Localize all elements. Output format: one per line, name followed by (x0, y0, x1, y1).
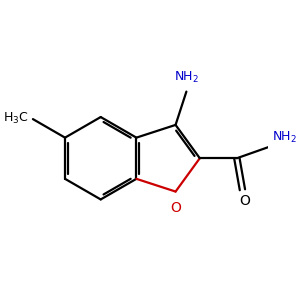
Text: NH$_2$: NH$_2$ (272, 130, 298, 145)
Text: O: O (239, 194, 250, 208)
Text: H$_3$C: H$_3$C (3, 111, 29, 126)
Text: NH$_2$: NH$_2$ (174, 70, 199, 85)
Text: O: O (170, 201, 181, 214)
